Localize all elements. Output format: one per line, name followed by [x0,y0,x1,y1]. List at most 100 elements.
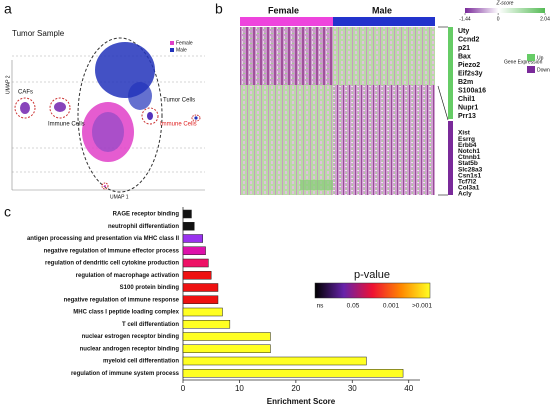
column-bar [333,17,435,26]
gene-label: Chil1 [458,96,475,103]
x-tick-label: 40 [404,384,413,393]
panel-label: c [4,204,11,220]
x-tick-label: 20 [291,384,300,393]
bar [182,356,367,366]
category-label: antigen processing and presentation via … [27,236,179,242]
cluster [104,185,106,187]
heatmap-block [333,27,435,85]
cluster [194,116,198,120]
gene-label: Piezo2 [458,62,480,69]
gene-label: Esrrg [458,136,475,143]
legend-label: Up [537,55,544,61]
male-cluster [128,82,152,110]
bar [182,295,219,304]
gene-label: Stat5b [458,160,478,167]
colorbar-tick-label: 2.04 [540,16,550,22]
annotation: Immune Cells [160,122,197,128]
heatmap-block [300,180,333,190]
panel-c: c Enrichment Score p-value 0 10 20 30 40 RAGE… [4,204,432,406]
gene-label: Acly [458,191,472,198]
gene-label: Eif2s3y [458,70,483,77]
colorbar-label: >0.001 [412,303,432,310]
tumor-outline [77,37,163,193]
bar [182,258,209,268]
legend-title: Gene Expression [504,59,543,65]
heatmap-block [240,27,333,85]
category-label: myeloid cell differentiation [103,359,179,365]
category-label: neutrophil differentiation [108,224,179,230]
panel-label: a [4,1,12,17]
annotation: Immune Cells [48,122,85,128]
heatmap-block [240,85,333,195]
gene-label: Notch1 [458,148,480,155]
y-axis-label: UMAP 2 [5,75,11,94]
heatmap-block [333,85,435,195]
gene-label: Ctnnb1 [458,154,481,161]
mixed-cluster [92,112,124,152]
female-cluster [82,102,134,162]
gene-label: B2m [458,79,473,86]
category-label: T cell differentiation [122,322,179,328]
legend-label: Female [176,40,193,46]
legend-swatch [170,41,174,45]
legend-label: Down [537,67,550,73]
bar [182,246,206,255]
gene-label: Nupr1 [458,104,478,111]
immune-outline [49,97,71,119]
colorbar [314,282,431,299]
category-label: regulation of immune system process [71,371,180,377]
cluster-outline [101,182,109,190]
bar [182,209,192,219]
colorbar-title: p-value [354,269,390,281]
gene-group-bar [448,27,453,119]
gene-label: Prr13 [458,113,476,120]
category-label: regulation of macrophage activation [76,273,180,279]
legend-label: Male [176,47,187,53]
caf-outline [14,97,36,119]
legend-swatch [527,66,535,73]
category-label: S100 protein binding [120,285,180,291]
panel-label: b [215,1,223,17]
annotation: CAFs [18,90,33,96]
x-tick-label: 10 [235,384,244,393]
legend-swatch [527,54,535,61]
gene-label: Bax [458,53,471,60]
category-label: negative regulation of immune effector p… [44,248,180,254]
colorbar-label: 0.001 [383,303,400,310]
panel-b: b Female Male Z-score Gene Expression -1… [215,0,550,197]
category-label: nuclear estrogen receptor binding [82,334,180,340]
gene-label: p21 [458,45,470,52]
bar [182,283,219,292]
bar [182,344,271,353]
category-label: nuclear androgen receptor binding [80,346,180,352]
bar [182,369,404,378]
gene-label: Col3a1 [458,185,480,192]
x-tick-label: 30 [348,384,357,393]
colorbar-label: 0.05 [347,303,360,310]
cluster-outline [191,114,201,122]
caf-cluster [20,102,30,114]
colorbar-tick-label: 0 [497,16,500,22]
annotation: Tumor Cells [163,98,195,104]
connector [437,85,449,121]
bar [182,234,203,243]
immune-cluster [54,102,66,112]
gene-label: Erbb4 [458,142,477,149]
gene-group-bar [448,121,453,195]
gene-label: Tcf7l2 [458,179,477,186]
colorbar [465,8,545,13]
category-label: MHC class I peptide loading complex [73,310,179,316]
x-axis-label: UMAP 1 [110,194,129,200]
bar [182,307,223,317]
gene-label: S100a16 [458,87,486,94]
umap-title: Tumor Sample [12,29,65,38]
bar [182,320,231,329]
legend-swatch [170,48,174,52]
column-label: Female [268,5,299,15]
column-label: Male [372,5,392,15]
bar [182,332,271,341]
colorbar-tick-label: -1.44 [459,16,471,22]
immune-outline [141,107,159,125]
x-axis-label: Enrichment Score [267,397,336,406]
